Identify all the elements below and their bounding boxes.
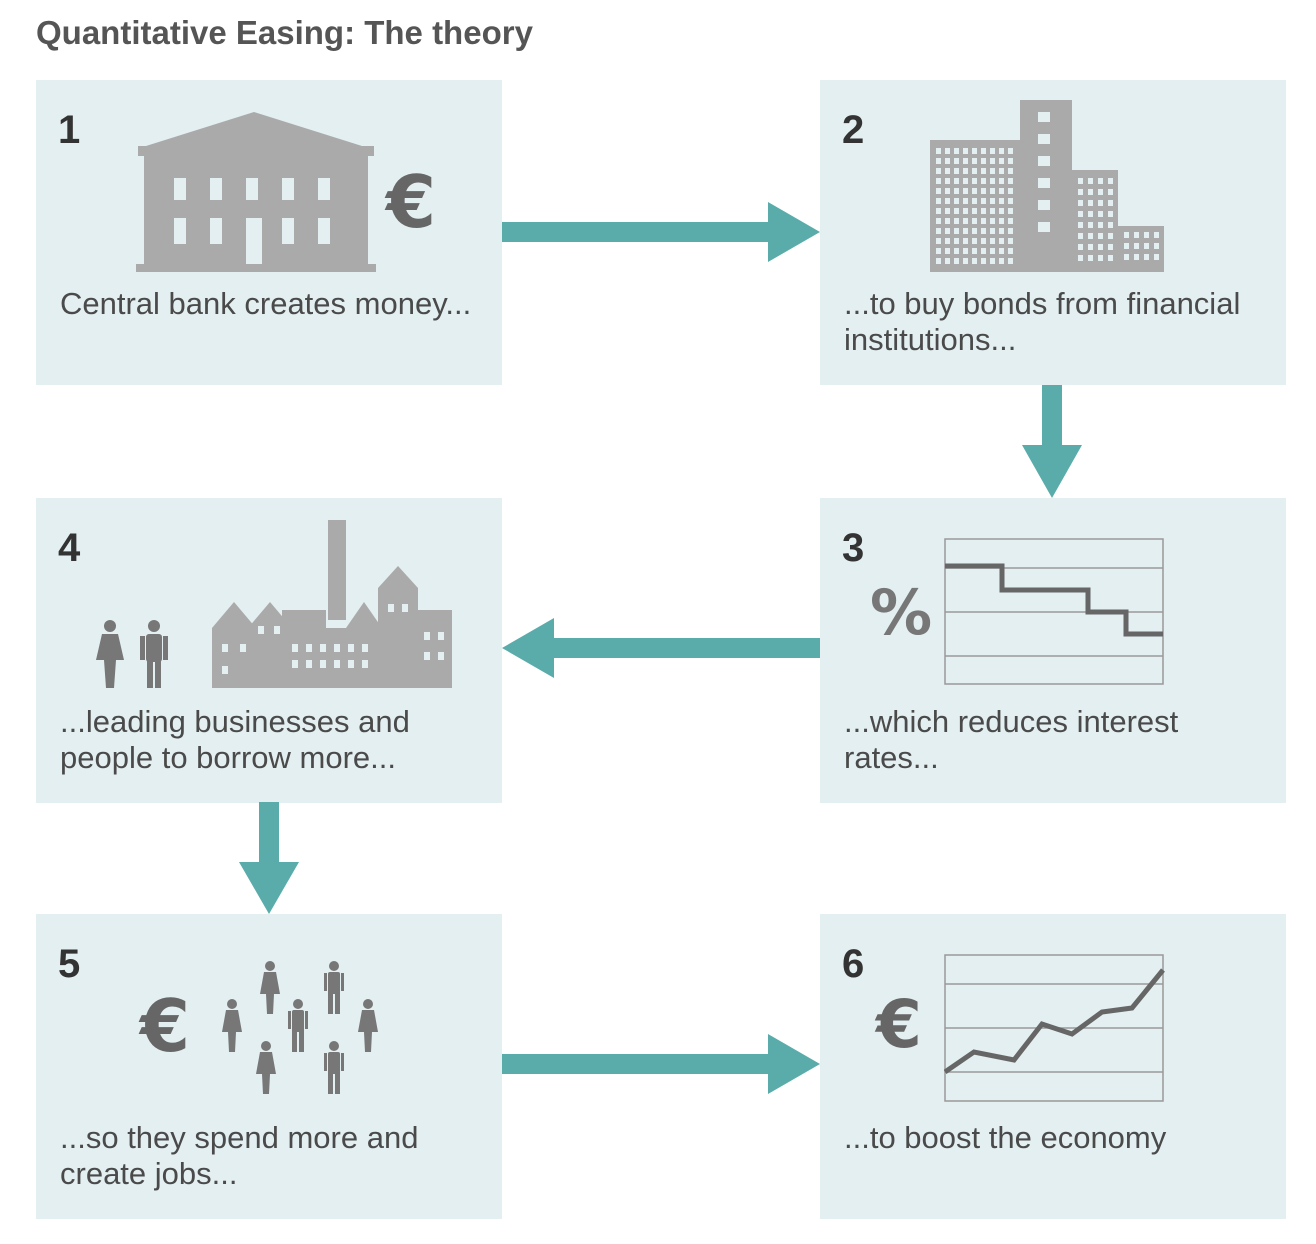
people-pair-icon — [96, 620, 168, 688]
step-number: 5 — [58, 942, 81, 986]
arrow-right-1-to-2 — [502, 202, 820, 262]
euro-icon: € — [140, 984, 191, 1068]
arrow-down-2-to-3 — [1022, 385, 1082, 498]
falling-rate-chart-icon — [944, 538, 1164, 685]
euro-icon: € — [386, 160, 437, 244]
step-6-panel: 6 € ...to boost the economy — [820, 914, 1286, 1219]
step-caption: ...to buy bonds from financial instituti… — [844, 286, 1241, 357]
step-caption: ...so they spend more and create jobs... — [60, 1120, 419, 1191]
arrow-left-3-to-4 — [502, 618, 820, 678]
step-number: 3 — [842, 526, 865, 570]
diagram-title: Quantitative Easing: The theory — [36, 14, 533, 51]
euro-icon: € — [876, 986, 922, 1063]
crowd-icon — [222, 961, 378, 1094]
factory-icon — [212, 520, 452, 688]
step-1-panel: 1 € Central bank creates money... — [36, 80, 502, 385]
step-5-panel: 5 € ...so they spend more and create job… — [36, 914, 502, 1219]
step-caption: ...to boost the economy — [844, 1120, 1167, 1155]
rising-chart-icon — [944, 954, 1165, 1102]
step-number: 1 — [58, 108, 81, 152]
step-caption: ...leading businesses and people to borr… — [60, 704, 410, 775]
central-bank-icon — [136, 112, 376, 272]
percent-icon: % — [870, 576, 933, 649]
arrow-right-5-to-6 — [502, 1034, 820, 1094]
step-number: 2 — [842, 108, 865, 152]
step-caption: ...which reduces interest rates... — [844, 704, 1179, 775]
step-3-panel: 3 % ...which reduces interest rates... — [820, 498, 1286, 803]
step-2-panel: 2 ...to buy bonds from financial institu… — [820, 80, 1286, 385]
office-buildings-icon — [930, 100, 1164, 272]
step-caption: Central bank creates money... — [60, 286, 472, 321]
arrow-down-4-to-5 — [239, 802, 299, 914]
step-number: 6 — [842, 942, 865, 986]
step-number: 4 — [58, 526, 81, 570]
step-4-panel: 4 — [36, 498, 502, 803]
